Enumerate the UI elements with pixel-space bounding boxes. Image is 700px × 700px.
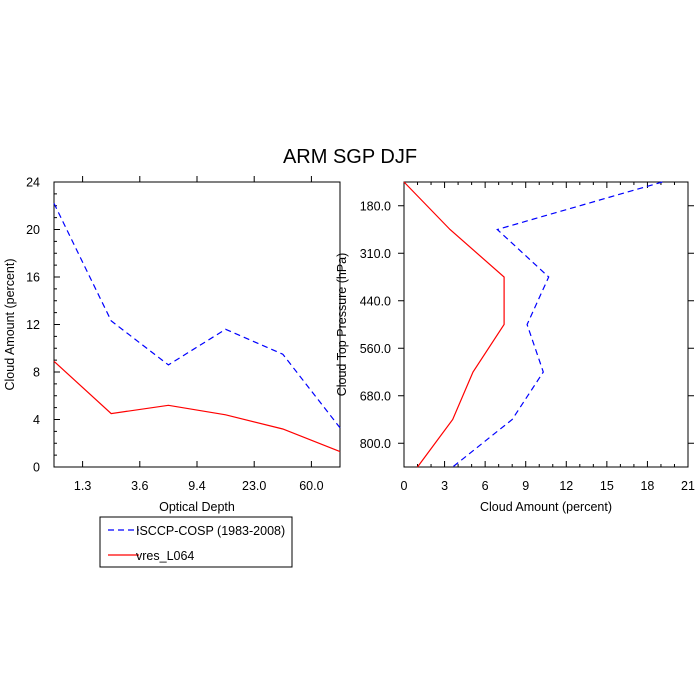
- right-y-tick-label: 560.0: [360, 342, 391, 356]
- right-x-tick-label: 15: [600, 479, 614, 493]
- left-y-tick-label: 24: [26, 176, 40, 190]
- left-y-tick-label: 0: [33, 461, 40, 475]
- left-y-axis-label: Cloud Amount (percent): [3, 258, 17, 390]
- left-plot-frame: [53, 181, 341, 468]
- left-x-tick-label: 1.3: [74, 479, 91, 493]
- optical-depth-panel: 0 4 8 12 16 20 24 1.3 3.6 9.4 23.0 60.0 Optical Dept…: [3, 176, 341, 514]
- left-x-tick-label: 3.6: [131, 479, 148, 493]
- right-y-axis-label: Cloud Top Pressure (hPa): [335, 253, 349, 397]
- right-x-tick-label: 12: [559, 479, 573, 493]
- right-plot-frame: [403, 181, 689, 468]
- left-series-vres-line: [53, 360, 341, 453]
- right-x-tick-label: 6: [482, 479, 489, 493]
- left-x-tick-label: 60.0: [299, 479, 323, 493]
- left-x-tick-label: 23.0: [242, 479, 266, 493]
- right-y-tick-label: 180.0: [360, 199, 391, 213]
- right-series-vres-line: [403, 181, 505, 468]
- left-x-tick-label: 9.4: [188, 479, 205, 493]
- legend-label-vres: vres_L064: [136, 549, 194, 563]
- pressure-panel: 0 3 6 9 12 15 18 21 180.0 310.0 440.0 560.0 680.0 800…: [335, 181, 695, 514]
- chart-title: ARM SGP DJF: [283, 146, 417, 168]
- right-x-tick-label: 9: [522, 479, 529, 493]
- legend: ISCCP-COSP (1983-2008) vres_L064: [99, 516, 293, 568]
- left-y-tick-label: 20: [26, 223, 40, 237]
- right-y-tick-label: 680.0: [360, 389, 391, 403]
- right-x-tick-label: 18: [640, 479, 654, 493]
- left-y-tick-label: 4: [33, 413, 40, 427]
- right-y-tick-label: 310.0: [360, 247, 391, 261]
- right-x-tick-label: 21: [681, 479, 695, 493]
- left-x-axis-label: Optical Depth: [159, 500, 235, 514]
- left-y-tick-label: 16: [26, 271, 40, 285]
- right-x-tick-label: 3: [441, 479, 448, 493]
- left-y-tick-label: 8: [33, 366, 40, 380]
- right-x-tick-label: 0: [401, 479, 408, 493]
- left-y-tick-label: 12: [26, 318, 40, 332]
- right-y-tick-label: 800.0: [360, 437, 391, 451]
- legend-label-isccp: ISCCP-COSP (1983-2008): [136, 524, 285, 538]
- right-x-axis-label: Cloud Amount (percent): [480, 500, 612, 514]
- left-series-isccp-line: [53, 203, 341, 429]
- right-y-tick-label: 440.0: [360, 294, 391, 308]
- legend-box: [99, 516, 293, 568]
- right-series-isccp-line: [452, 181, 663, 468]
